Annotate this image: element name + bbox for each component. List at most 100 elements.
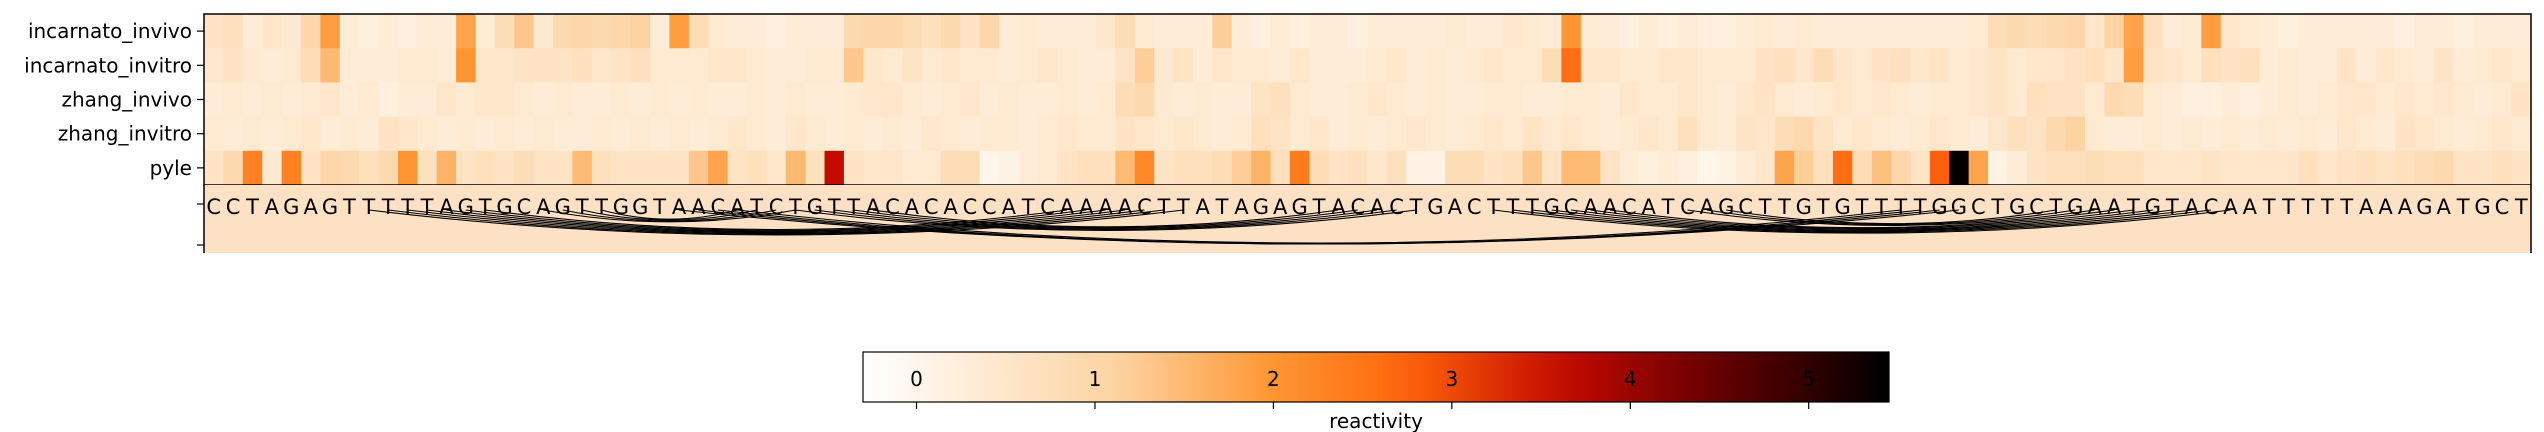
sequence-letter: G xyxy=(1544,195,1560,219)
heatmap-cell xyxy=(2434,48,2455,83)
heatmap-cell xyxy=(1580,150,1601,186)
sequence-letter: T xyxy=(2301,195,2315,219)
colorbar-ticks: 0 1 2 3 4 5 xyxy=(910,367,1815,409)
heatmap-cell xyxy=(591,82,612,118)
sequence-letter: T xyxy=(749,195,763,219)
colorbar-tick-label: 0 xyxy=(910,367,923,391)
heatmap-cell xyxy=(650,82,670,118)
heatmap-cell xyxy=(1251,150,1272,186)
sequence-letter: T xyxy=(1506,195,1520,219)
heatmap-cell xyxy=(1231,150,1252,186)
heatmap-cell xyxy=(572,48,593,83)
sequence-letter: G xyxy=(2009,195,2025,219)
heatmap-cell xyxy=(417,14,438,49)
heatmap-cell xyxy=(262,116,283,152)
heatmap-cell xyxy=(1522,48,1543,83)
heatmap-cell xyxy=(300,82,321,118)
heatmap-cell xyxy=(1968,116,1989,152)
heatmap-cell xyxy=(669,82,690,118)
heatmap-cell xyxy=(843,150,864,186)
heatmap-cell xyxy=(1891,150,1912,186)
heatmap-cell xyxy=(2201,150,2222,186)
heatmap-cell xyxy=(2492,48,2513,83)
heatmap-cell xyxy=(921,82,942,118)
heatmap-cell xyxy=(2143,48,2164,83)
heatmap-cell xyxy=(630,116,651,152)
heatmap-cell xyxy=(1231,116,1252,152)
heatmap-cell xyxy=(1658,48,1679,83)
heatmap-cell xyxy=(2259,48,2280,83)
heatmap-cell xyxy=(2492,14,2513,49)
sequence-letter: G xyxy=(1291,195,1307,219)
heatmap-cell xyxy=(2434,116,2455,152)
sequence-letter: T xyxy=(1409,195,1423,219)
heatmap-cell xyxy=(1018,116,1039,152)
heatmap-cell xyxy=(940,82,961,118)
heatmap-cell xyxy=(824,14,845,49)
heatmap-cell xyxy=(1774,116,1795,152)
sequence-letter: A xyxy=(672,195,687,219)
heatmap-cell xyxy=(960,116,981,152)
heatmap-cell xyxy=(1154,150,1175,186)
heatmap-cell xyxy=(223,48,244,83)
heatmap-cell xyxy=(1968,14,1989,49)
heatmap-cell xyxy=(1096,82,1117,118)
heatmap-cell xyxy=(650,14,670,49)
heatmap-cell xyxy=(2181,48,2202,83)
heatmap-cell xyxy=(1580,14,1601,49)
heatmap-cell xyxy=(2298,14,2319,49)
heatmap-cell xyxy=(1192,48,1213,83)
base-pair-arc xyxy=(1493,209,2231,234)
heatmap-cell xyxy=(2472,48,2493,83)
heatmap-cell xyxy=(2375,82,2396,118)
heatmap-cell xyxy=(1658,14,1679,49)
base-pair-arc xyxy=(368,209,1184,236)
heatmap-cell xyxy=(2317,82,2338,118)
heatmap-cell xyxy=(882,116,903,152)
heatmap-cell xyxy=(2317,116,2338,152)
heatmap-cell xyxy=(611,14,632,49)
heatmap-cell xyxy=(1929,82,1950,118)
heatmap-cell xyxy=(591,48,612,83)
heatmap-cell xyxy=(1192,150,1213,186)
heatmap-cell xyxy=(456,14,477,49)
heatmap-cell xyxy=(630,82,651,118)
heatmap-cell xyxy=(2220,14,2241,49)
heatmap-cell xyxy=(2337,150,2358,186)
heatmap-cell xyxy=(1173,116,1194,152)
heatmap-cell xyxy=(650,150,670,186)
sequence-letter: T xyxy=(1486,195,1500,219)
heatmap-cell xyxy=(1464,150,1485,186)
heatmap-cell xyxy=(940,150,961,186)
heatmap-cell xyxy=(2298,82,2319,118)
heatmap-cell xyxy=(1542,14,1563,49)
row-label: incarnato_invitro xyxy=(24,53,192,77)
heatmap-cell xyxy=(2434,82,2455,118)
heatmap-cell xyxy=(727,116,748,152)
sequence-letter: C xyxy=(982,195,997,219)
sequence-letter: C xyxy=(206,195,221,219)
heatmap-cell xyxy=(2084,82,2105,118)
heatmap-cell xyxy=(378,150,399,186)
heatmap-cell xyxy=(1832,48,1853,83)
heatmap-cell xyxy=(2201,14,2222,49)
heatmap-cell xyxy=(1018,48,1039,83)
heatmap-cell xyxy=(1483,150,1504,186)
heatmap-cell xyxy=(863,116,884,152)
heatmap-cell xyxy=(456,48,477,83)
heatmap-cell xyxy=(1076,48,1097,83)
row-label: incarnato_invivo xyxy=(28,19,192,43)
heatmap-cell xyxy=(2201,116,2222,152)
heatmap-cell xyxy=(2065,48,2086,83)
heatmap-cell xyxy=(2220,150,2241,186)
heatmap-cell xyxy=(1774,14,1795,49)
heatmap-cell xyxy=(397,150,418,186)
sequence-letter: G xyxy=(2474,195,2490,219)
sequence-letter: T xyxy=(1215,195,1229,219)
sequence-letter: G xyxy=(1931,195,1947,219)
heatmap-cell xyxy=(1813,116,1834,152)
heatmap-cell xyxy=(1483,116,1504,152)
heatmap-cell xyxy=(553,150,574,186)
heatmap-cell xyxy=(843,48,864,83)
